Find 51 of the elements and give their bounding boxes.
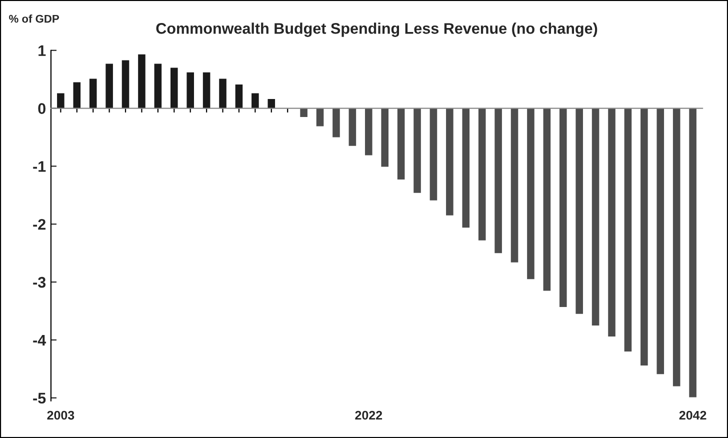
bar (348, 108, 356, 146)
chart-title: Commonwealth Budget Spending Less Revenue (no change) (156, 22, 598, 37)
bar (106, 64, 113, 108)
bar (332, 108, 340, 138)
bar (73, 82, 81, 108)
y-axis-title: % of GDP (9, 14, 59, 23)
bar (576, 108, 583, 314)
bar (430, 108, 438, 200)
bar (510, 108, 518, 262)
x-tick-label: 2042 (679, 410, 706, 420)
bar (316, 108, 324, 126)
y-tick-label: 0 (38, 103, 46, 114)
bar (559, 108, 567, 307)
bar (414, 108, 421, 193)
bar (364, 108, 372, 156)
bar (608, 108, 616, 336)
bar (494, 108, 502, 254)
y-tick-label: 1 (38, 45, 46, 56)
bar (592, 108, 600, 326)
bar (462, 108, 470, 228)
bar (235, 84, 243, 108)
bar (89, 78, 97, 108)
bar (154, 64, 162, 108)
bar (219, 78, 226, 108)
y-tick-label: -1 (33, 161, 46, 172)
bar (57, 93, 64, 108)
bar (640, 108, 648, 366)
x-tick-label: 2003 (47, 410, 74, 420)
bar (268, 99, 276, 108)
bar (381, 108, 388, 167)
bar (138, 54, 146, 108)
y-tick-label: -5 (33, 392, 46, 404)
bar (543, 108, 551, 291)
bar (446, 108, 454, 216)
bar (122, 60, 130, 108)
y-tick-label: -2 (33, 218, 46, 230)
y-tick-label: -3 (33, 276, 46, 288)
bar (672, 108, 680, 386)
y-tick-label: -4 (33, 334, 46, 346)
bar (252, 93, 259, 108)
bar (624, 108, 632, 352)
bar (656, 108, 664, 374)
x-tick-label: 2022 (355, 410, 382, 420)
bar (397, 108, 405, 180)
bar (170, 68, 178, 108)
bar (689, 108, 696, 398)
bar (300, 108, 308, 117)
bar (527, 108, 534, 280)
bar (478, 108, 486, 240)
bar (202, 72, 210, 108)
bar (186, 72, 194, 108)
